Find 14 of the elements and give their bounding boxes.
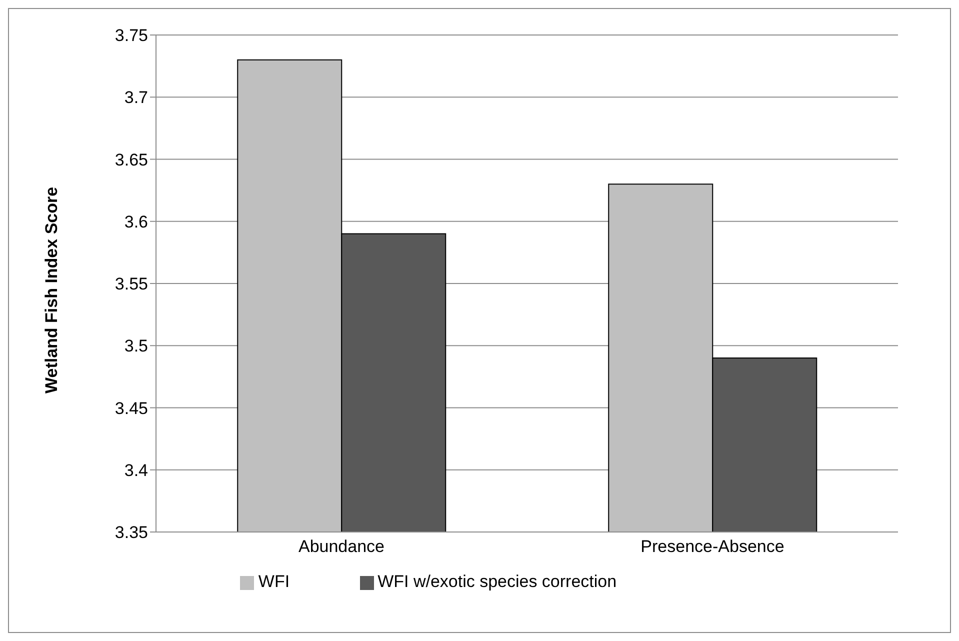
y-axis-title: Wetland Fish Index Score [42, 186, 62, 394]
y-tick-label: 3.4 [124, 460, 148, 480]
legend-label: WFI [258, 572, 290, 591]
y-tick-label: 3.45 [114, 398, 148, 418]
y-tick-label: 3.5 [124, 336, 148, 356]
y-tick-label: 3.35 [114, 523, 148, 542]
y-tick-label: 3.65 [114, 150, 148, 170]
y-tick-label: 3.6 [124, 212, 148, 232]
x-tick-label: Presence-Absence [640, 537, 784, 556]
y-tick-label: 3.55 [114, 274, 148, 294]
y-tick-label: 3.7 [124, 88, 148, 108]
y-tick-label: 3.75 [114, 26, 148, 46]
legend-label: WFI w/exotic species correction [378, 572, 617, 591]
x-tick-label: Abundance [298, 537, 385, 556]
